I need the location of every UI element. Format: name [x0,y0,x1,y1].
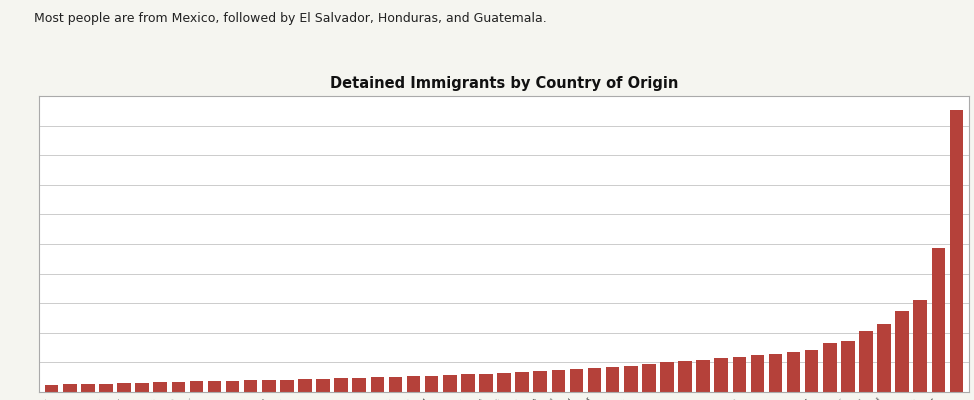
Bar [931,248,945,392]
Bar [624,366,638,392]
Bar [353,378,366,392]
Bar [570,369,583,392]
Bar [461,374,474,392]
Bar [171,382,185,392]
Bar [696,360,710,392]
Bar [317,379,330,392]
Bar [642,364,656,392]
Bar [63,384,77,392]
Bar [751,355,765,392]
Bar [714,358,728,392]
Bar [244,380,257,392]
Bar [805,350,818,392]
Bar [787,352,801,392]
Bar [135,383,149,392]
Bar [190,382,204,392]
Bar [479,374,493,392]
Bar [895,311,909,392]
Bar [551,370,565,392]
Title: Detained Immigrants by Country of Origin: Detained Immigrants by Country of Origin [330,76,678,91]
Text: Most people are from Mexico, followed by El Salvador, Honduras, and Guatemala.: Most people are from Mexico, followed by… [34,12,546,25]
Bar [262,380,276,392]
Bar [678,361,692,392]
Bar [389,377,402,392]
Bar [878,324,891,392]
Bar [117,383,131,392]
Bar [370,377,384,392]
Bar [443,375,457,392]
Bar [823,343,837,392]
Bar [334,378,348,392]
Bar [81,384,94,392]
Bar [45,385,58,392]
Bar [534,371,547,392]
Bar [425,376,438,392]
Bar [281,380,294,392]
Bar [498,373,510,392]
Bar [842,340,854,392]
Bar [515,372,529,392]
Bar [950,110,963,392]
Bar [768,354,782,392]
Bar [859,331,873,392]
Bar [587,368,601,392]
Bar [407,376,421,392]
Bar [226,381,240,392]
Bar [660,362,674,392]
Bar [914,300,927,392]
Bar [732,357,746,392]
Bar [207,381,221,392]
Bar [99,384,113,392]
Bar [154,382,167,392]
Bar [606,367,619,392]
Bar [298,379,312,392]
